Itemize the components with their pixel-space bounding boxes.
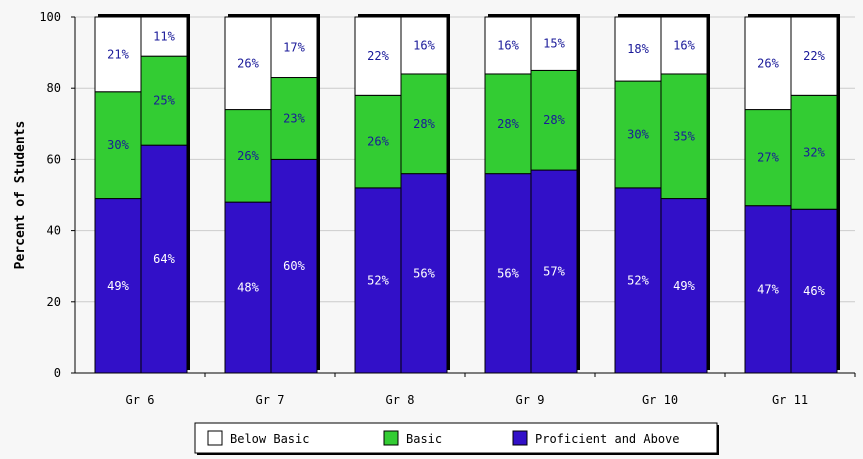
data-label: 16% xyxy=(497,38,519,52)
data-label: 21% xyxy=(107,47,129,61)
data-label: 49% xyxy=(107,279,129,293)
legend-swatch xyxy=(512,430,528,446)
bar-segment xyxy=(614,187,662,374)
legend-label: Proficient and Above xyxy=(535,432,680,446)
bar-segment xyxy=(270,16,318,79)
data-label: 49% xyxy=(673,279,695,293)
data-label: 26% xyxy=(367,135,389,149)
bar-segment xyxy=(224,109,272,203)
bar-segment xyxy=(140,16,188,57)
data-label: 30% xyxy=(627,127,649,141)
bar-segment xyxy=(790,94,838,210)
bar-segment xyxy=(400,16,448,75)
data-label: 64% xyxy=(153,252,175,266)
legend-box xyxy=(194,422,718,454)
legend-label: Below Basic xyxy=(230,432,309,446)
data-label: 23% xyxy=(283,111,305,125)
data-label: 16% xyxy=(673,38,695,52)
bar-segment xyxy=(530,16,578,71)
bar-segment xyxy=(224,16,272,111)
bar-segment xyxy=(484,16,532,75)
x-tick-label: Gr 7 xyxy=(256,393,285,407)
data-label: 26% xyxy=(237,56,259,70)
bar-segment xyxy=(270,77,318,160)
bar-segment xyxy=(94,91,142,200)
data-label: 30% xyxy=(107,138,129,152)
x-tick-label: Gr 9 xyxy=(516,393,545,407)
data-label: 48% xyxy=(237,281,259,295)
legend-swatch xyxy=(383,430,399,446)
bar-segment xyxy=(270,158,318,374)
data-label: 17% xyxy=(283,40,305,54)
data-label: 26% xyxy=(757,56,779,70)
bar-segment xyxy=(790,16,838,96)
x-tick-label: Gr 10 xyxy=(642,393,678,407)
x-tick-label: Gr 11 xyxy=(772,393,808,407)
data-label: 28% xyxy=(497,117,519,131)
data-label: 26% xyxy=(237,149,259,163)
bar-segment xyxy=(354,187,402,374)
bar-segment xyxy=(790,208,838,374)
y-tick-label: 60 xyxy=(47,152,61,166)
bar-segment xyxy=(354,94,402,189)
legend-swatch xyxy=(207,430,223,446)
bar-segment xyxy=(744,16,792,111)
bar-segment xyxy=(140,144,188,374)
data-label: 52% xyxy=(367,273,389,287)
bar-segment xyxy=(94,16,142,93)
bar-segment xyxy=(660,198,708,374)
bar-segment xyxy=(530,69,578,171)
data-label: 28% xyxy=(413,117,435,131)
data-label: 52% xyxy=(627,273,649,287)
bar-segment xyxy=(614,80,662,189)
data-label: 57% xyxy=(543,265,565,279)
y-tick-label: 40 xyxy=(47,224,61,238)
data-label: 60% xyxy=(283,259,305,273)
data-label: 15% xyxy=(543,37,565,51)
bar-segment xyxy=(530,169,578,374)
data-label: 46% xyxy=(803,284,825,298)
bar-segment xyxy=(400,73,448,175)
y-tick-label: 20 xyxy=(47,295,61,309)
legend-label: Basic xyxy=(406,432,442,446)
bar-segment xyxy=(400,173,448,374)
data-label: 22% xyxy=(803,49,825,63)
data-label: 22% xyxy=(367,49,389,63)
data-label: 32% xyxy=(803,145,825,159)
bar-segment xyxy=(354,16,402,96)
x-tick-label: Gr 6 xyxy=(126,393,155,407)
bar-segment xyxy=(484,73,532,175)
data-label: 56% xyxy=(497,266,519,280)
bar-segment xyxy=(660,73,708,200)
bar-segment xyxy=(224,201,272,374)
bar-segment xyxy=(140,55,188,146)
data-label: 28% xyxy=(543,113,565,127)
data-label: 47% xyxy=(757,282,779,296)
data-label: 27% xyxy=(757,151,779,165)
data-label: 56% xyxy=(413,266,435,280)
y-tick-label: 0 xyxy=(54,366,61,380)
x-tick-label: Gr 8 xyxy=(386,393,415,407)
data-label: 35% xyxy=(673,129,695,143)
y-tick-label: 100 xyxy=(39,10,61,24)
data-label: 25% xyxy=(153,94,175,108)
bar-segment xyxy=(660,16,708,75)
data-label: 11% xyxy=(153,30,175,44)
y-tick-label: 80 xyxy=(47,81,61,95)
y-axis-title: Percent of Students xyxy=(13,121,28,270)
bar-segment xyxy=(614,16,662,82)
data-label: 18% xyxy=(627,42,649,56)
bar-segment xyxy=(94,198,142,374)
data-label: 16% xyxy=(413,38,435,52)
